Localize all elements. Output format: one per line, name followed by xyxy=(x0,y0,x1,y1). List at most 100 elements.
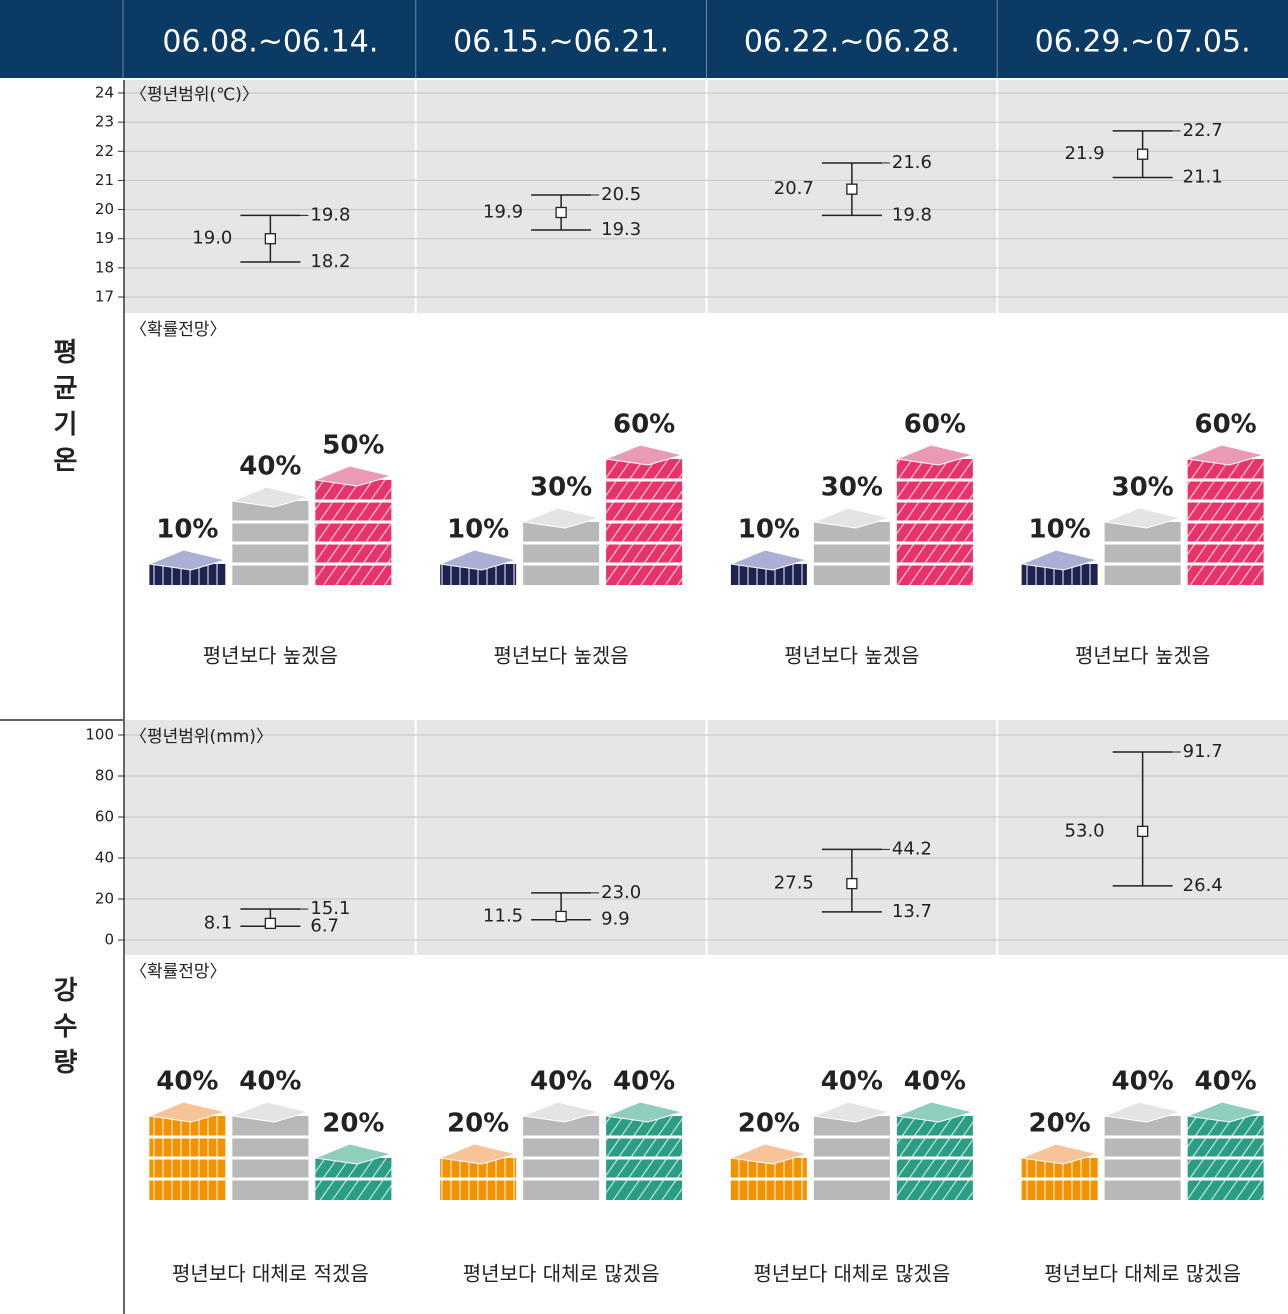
probability-stack xyxy=(147,549,228,585)
probability-label: 20% xyxy=(1029,1109,1091,1139)
high-label: 15.1 xyxy=(310,898,350,919)
stack-top xyxy=(604,444,685,466)
outlook-title: 〈확률전망〉 xyxy=(130,320,227,340)
y-tick-label: 23 xyxy=(95,113,114,131)
low-label: 13.7 xyxy=(892,901,932,922)
mean-marker xyxy=(555,910,567,923)
mean-marker xyxy=(264,917,277,930)
probability-stack xyxy=(230,1101,311,1200)
mean-marker xyxy=(555,206,567,219)
probability-label: 30% xyxy=(530,473,592,503)
mean-label: 19.0 xyxy=(192,228,232,249)
stack-top xyxy=(811,507,892,529)
probability-stack xyxy=(521,1101,602,1200)
probability-stack xyxy=(521,507,602,585)
probability-label: 60% xyxy=(613,410,675,440)
stack-top xyxy=(313,465,394,487)
stack-top xyxy=(728,549,809,571)
probability-label: 40% xyxy=(1195,1067,1257,1097)
y-tick-label: 80 xyxy=(95,767,114,785)
probability-stack xyxy=(811,507,892,585)
outlook-summary: 평년보다 대체로 많겠음 xyxy=(463,1262,660,1286)
y-tick-label: 19 xyxy=(95,229,114,247)
stack-top xyxy=(521,507,602,529)
stack-top xyxy=(521,1101,602,1123)
stack-top xyxy=(438,549,519,571)
probability-label: 10% xyxy=(1029,515,1091,545)
probability-label: 50% xyxy=(322,431,384,461)
stack-top xyxy=(1185,444,1266,466)
low-label: 6.7 xyxy=(310,915,339,936)
week-header: 06.08.~06.14. xyxy=(162,25,378,60)
mean-label: 27.5 xyxy=(774,873,814,894)
mean-marker xyxy=(846,877,858,890)
stack-top xyxy=(230,486,311,508)
week-header: 06.22.~06.28. xyxy=(744,25,960,60)
stack-top xyxy=(1019,549,1100,571)
probability-stack xyxy=(1019,1143,1100,1200)
probability-label: 10% xyxy=(738,515,800,545)
low-label: 19.8 xyxy=(892,204,932,225)
probability-label: 40% xyxy=(239,452,301,482)
section-label: 강수량 xyxy=(48,976,78,1084)
stack-pattern xyxy=(440,564,517,585)
outlook-summary: 평년보다 대체로 많겠음 xyxy=(754,1262,951,1286)
probability-stack xyxy=(894,1101,975,1200)
probability-stack xyxy=(313,1143,394,1200)
stack-top xyxy=(230,1101,311,1123)
stack-top xyxy=(1102,507,1183,529)
probability-label: 40% xyxy=(530,1067,592,1097)
y-tick-label: 20 xyxy=(95,200,114,218)
mean-label: 53.0 xyxy=(1065,820,1105,841)
stack-front xyxy=(1104,522,1181,585)
mean-label: 20.7 xyxy=(774,178,814,199)
high-label: 20.5 xyxy=(601,184,641,205)
outlook-summary: 평년보다 높겠음 xyxy=(784,644,919,668)
probability-stack xyxy=(438,549,519,585)
outlook-summary: 평년보다 높겠음 xyxy=(203,644,338,668)
probability-stack xyxy=(313,465,394,585)
stack-top xyxy=(147,549,228,571)
probability-label: 20% xyxy=(447,1109,509,1139)
mean-label: 21.9 xyxy=(1065,143,1105,164)
mean-marker xyxy=(1136,148,1149,160)
range-title: 〈평년범위(℃)〉 xyxy=(130,85,259,105)
probability-label: 40% xyxy=(821,1067,883,1097)
stack-pattern xyxy=(149,564,226,585)
probability-stack xyxy=(1102,1101,1183,1200)
stack-pattern xyxy=(1021,564,1098,585)
range-title: 〈평년범위(mm)〉 xyxy=(130,727,273,747)
stack-top xyxy=(313,1143,394,1165)
probability-stack xyxy=(604,1101,685,1200)
low-label: 21.1 xyxy=(1183,167,1223,188)
stack-top xyxy=(811,1101,892,1123)
probability-stack xyxy=(1019,549,1100,585)
probability-label: 40% xyxy=(239,1067,301,1097)
stack-top xyxy=(1185,1101,1266,1123)
probability-stack xyxy=(1185,444,1266,585)
probability-stack xyxy=(811,1101,892,1200)
probability-label: 40% xyxy=(1112,1067,1174,1097)
stack-pattern xyxy=(315,480,392,585)
outlook-summary: 평년보다 대체로 적겠음 xyxy=(172,1262,369,1286)
y-tick-label: 40 xyxy=(95,849,114,867)
outlook-summary: 평년보다 대체로 많겠음 xyxy=(1044,1262,1241,1286)
stack-top xyxy=(604,1101,685,1123)
section-label: 평균기온 xyxy=(48,338,78,482)
probability-stack xyxy=(1102,507,1183,585)
stack-top xyxy=(147,1101,228,1123)
low-label: 9.9 xyxy=(601,909,630,930)
stack-top xyxy=(894,444,975,466)
mean-label: 8.1 xyxy=(204,912,233,933)
high-label: 21.6 xyxy=(892,152,932,173)
probability-label: 10% xyxy=(156,515,218,545)
mean-label: 19.9 xyxy=(483,201,523,222)
stack-top xyxy=(1102,1101,1183,1123)
probability-label: 20% xyxy=(322,1109,384,1139)
low-label: 26.4 xyxy=(1183,875,1223,896)
header-bar xyxy=(0,0,1288,78)
outlook-summary: 평년보다 높겠음 xyxy=(494,644,629,668)
stack-front xyxy=(523,522,600,585)
stack-top xyxy=(728,1143,809,1165)
